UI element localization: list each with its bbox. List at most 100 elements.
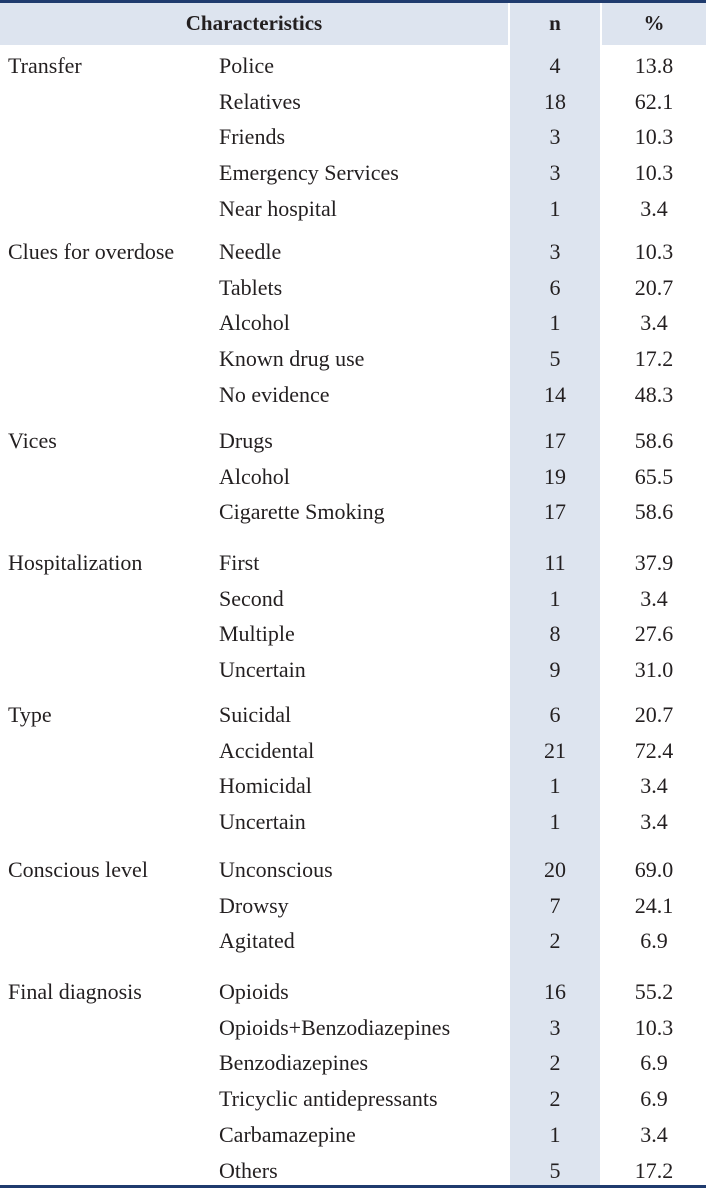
subcategory-label: Alcohol bbox=[219, 310, 290, 336]
table-row: Uncertain 9 31.0 bbox=[0, 652, 706, 688]
header-n: n bbox=[549, 11, 561, 35]
count-cell: 1 bbox=[549, 1121, 561, 1147]
table-row: Clues for overdose Needle 3 10.3 bbox=[0, 234, 706, 270]
subcategory-label: Uncertain bbox=[219, 657, 306, 683]
count-cell: 2 bbox=[549, 1086, 561, 1112]
subcategory-label: Friends bbox=[219, 124, 285, 150]
subcategory-label: Opioids bbox=[219, 979, 289, 1004]
percent-cell: 27.6 bbox=[634, 621, 674, 647]
count-cell: 1 bbox=[549, 585, 561, 611]
table-bottom-rule bbox=[0, 1185, 706, 1188]
percent-cell: 17.2 bbox=[634, 346, 674, 372]
table-row: Homicidal 1 3.4 bbox=[0, 768, 706, 804]
header-percent: % bbox=[643, 11, 665, 35]
table-row: Second 1 3.4 bbox=[0, 581, 706, 617]
header-cell-bg-percent bbox=[602, 3, 706, 45]
category-label: Hospitalization bbox=[8, 550, 143, 575]
table-row: Near hospital 1 3.4 bbox=[0, 191, 706, 227]
percent-cell: 55.2 bbox=[634, 979, 674, 1004]
percent-cell: 58.6 bbox=[634, 499, 674, 525]
table-row: Agitated 2 6.9 bbox=[0, 923, 706, 959]
count-cell: 21 bbox=[544, 737, 566, 763]
table-row: Relatives 18 62.1 bbox=[0, 84, 706, 120]
count-cell: 2 bbox=[549, 1050, 561, 1076]
subcategory-label: Alcohol bbox=[219, 463, 290, 489]
count-cell: 1 bbox=[549, 809, 561, 835]
header-cell-bg-characteristics bbox=[0, 3, 508, 45]
table-top-rule bbox=[0, 0, 706, 3]
table-row: Alcohol 1 3.4 bbox=[0, 305, 706, 341]
count-cell: 3 bbox=[549, 1014, 561, 1040]
category-label: Clues for overdose bbox=[8, 239, 175, 264]
percent-cell: 58.6 bbox=[634, 428, 674, 453]
percent-cell: 10.3 bbox=[634, 239, 674, 264]
header-cell-bg-n bbox=[510, 3, 600, 45]
subcategory-label: Police bbox=[219, 53, 274, 78]
subcategory-label: Homicidal bbox=[219, 773, 312, 799]
subcategory-label: Agitated bbox=[219, 928, 295, 954]
subcategory-label: Tricyclic antidepressants bbox=[219, 1086, 438, 1112]
table-row: Carbamazepine 1 3.4 bbox=[0, 1117, 706, 1153]
header-characteristics: Characteristics bbox=[185, 11, 323, 35]
table-row: Drowsy 7 24.1 bbox=[0, 888, 706, 924]
subcategory-label: Unconscious bbox=[219, 857, 333, 882]
percent-cell: 10.3 bbox=[634, 124, 674, 150]
count-cell: 2 bbox=[549, 928, 561, 954]
subcategory-label: Tablets bbox=[219, 274, 283, 300]
percent-cell: 10.3 bbox=[634, 1014, 674, 1040]
subcategory-label: Emergency Services bbox=[219, 160, 399, 186]
percent-cell: 20.7 bbox=[634, 274, 674, 300]
subcategory-label: Others bbox=[219, 1157, 278, 1183]
table-row: Uncertain 1 3.4 bbox=[0, 804, 706, 840]
category-label: Vices bbox=[8, 428, 57, 453]
subcategory-label: Suicidal bbox=[219, 702, 292, 727]
count-cell: 18 bbox=[544, 88, 566, 114]
category-label: Conscious level bbox=[8, 857, 148, 882]
count-cell: 14 bbox=[544, 381, 566, 407]
count-cell: 11 bbox=[544, 550, 566, 575]
category-label: Final diagnosis bbox=[8, 979, 142, 1004]
count-cell: 1 bbox=[549, 310, 561, 336]
percent-cell: 10.3 bbox=[634, 160, 674, 186]
percent-cell: 20.7 bbox=[634, 702, 674, 727]
category-label: Type bbox=[8, 702, 52, 727]
subcategory-label: No evidence bbox=[219, 381, 330, 407]
percent-cell: 69.0 bbox=[634, 857, 674, 882]
count-cell: 4 bbox=[549, 53, 561, 78]
percent-cell: 3.4 bbox=[640, 195, 668, 221]
subcategory-label: Needle bbox=[219, 239, 282, 264]
count-cell: 5 bbox=[549, 346, 561, 372]
subcategory-label: Uncertain bbox=[219, 809, 306, 835]
count-cell: 6 bbox=[549, 274, 561, 300]
count-cell: 20 bbox=[544, 857, 566, 882]
table-row: Type Suicidal 6 20.7 bbox=[0, 697, 706, 733]
percent-cell: 65.5 bbox=[634, 463, 674, 489]
subcategory-label: Known drug use bbox=[219, 346, 365, 372]
table-row: Alcohol 19 65.5 bbox=[0, 459, 706, 495]
count-cell: 3 bbox=[549, 239, 561, 264]
table-row: Tricyclic antidepressants 2 6.9 bbox=[0, 1081, 706, 1117]
table-row: Vices Drugs 17 58.6 bbox=[0, 423, 706, 459]
subcategory-label: Relatives bbox=[219, 88, 301, 114]
table-row: Friends 3 10.3 bbox=[0, 119, 706, 155]
percent-cell: 17.2 bbox=[634, 1157, 674, 1183]
count-cell: 6 bbox=[549, 702, 561, 727]
percent-cell: 48.3 bbox=[634, 381, 674, 407]
percent-cell: 31.0 bbox=[634, 657, 674, 683]
subcategory-label: Opioids+Benzodiazepines bbox=[219, 1014, 451, 1040]
count-cell: 1 bbox=[549, 773, 561, 799]
n-column-shading bbox=[510, 45, 600, 1185]
count-cell: 1 bbox=[549, 195, 561, 221]
subcategory-label: Drugs bbox=[219, 428, 273, 453]
percent-cell: 3.4 bbox=[640, 809, 668, 835]
category-label: Transfer bbox=[8, 53, 82, 78]
count-cell: 8 bbox=[549, 621, 561, 647]
table-row: Accidental 21 72.4 bbox=[0, 733, 706, 769]
table-row: Transfer Police 4 13.8 bbox=[0, 48, 706, 84]
count-cell: 19 bbox=[544, 463, 566, 489]
subcategory-label: Near hospital bbox=[219, 195, 337, 221]
table-row: Multiple 8 27.6 bbox=[0, 616, 706, 652]
percent-cell: 3.4 bbox=[640, 773, 668, 799]
table-row: Tablets 6 20.7 bbox=[0, 270, 706, 306]
